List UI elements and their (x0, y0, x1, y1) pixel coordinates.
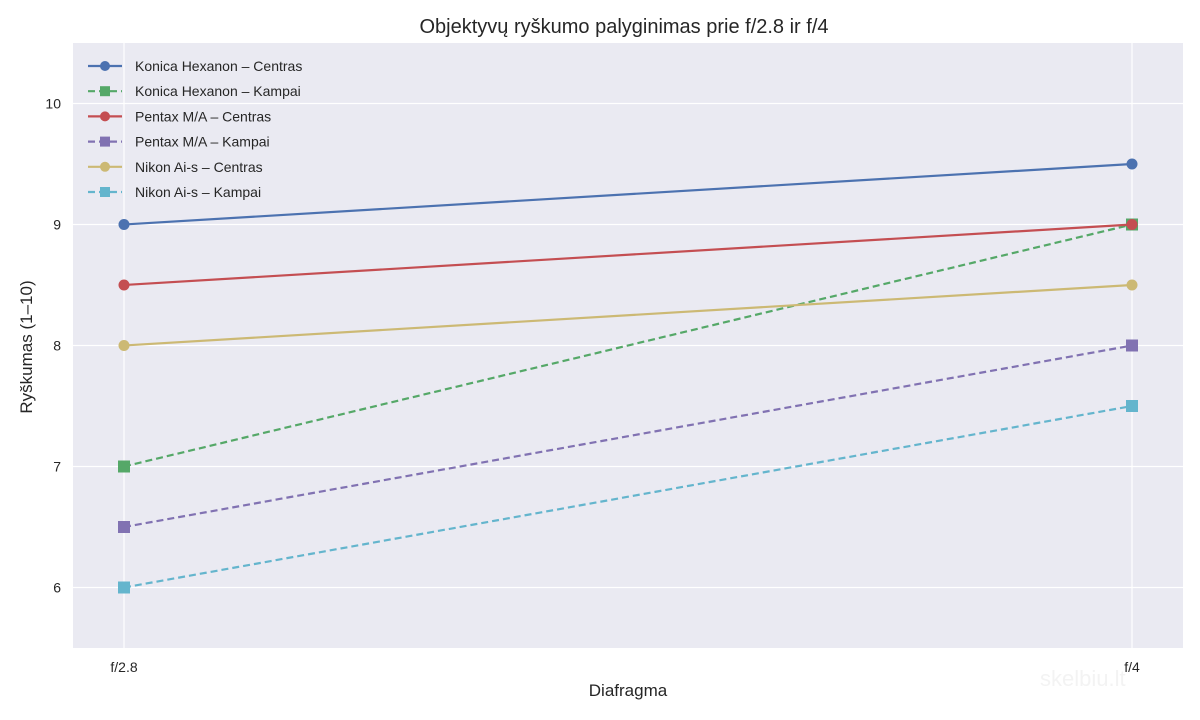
data-point (1126, 400, 1138, 412)
legend-marker (100, 61, 110, 71)
y-tick-label: 6 (53, 580, 61, 596)
tick-labels: 6 7 8 9 10 f/2.8 f/4 (45, 96, 1140, 676)
legend-label: Konica Hexanon – Centras (135, 58, 302, 74)
data-point (1126, 158, 1138, 170)
x-tick-label: f/2.8 (110, 659, 137, 675)
legend-entry: Nikon Ai-s – Centras (88, 159, 263, 175)
legend-marker (100, 111, 110, 122)
series-line (123, 223, 1133, 287)
x-axis-label: Diafragma (589, 681, 668, 700)
legend-label: Nikon Ai-s – Kampai (135, 184, 261, 200)
x-tick-label: f/4 (1124, 659, 1140, 675)
data-point (1126, 339, 1138, 352)
y-tick-label: 7 (53, 459, 61, 475)
legend-entry: Konica Hexanon – Centras (88, 58, 302, 74)
legend-entry: Pentax M/A – Kampai (88, 134, 270, 150)
series-line (123, 162, 1133, 226)
y-tick-label: 8 (53, 338, 61, 354)
legend-label: Nikon Ai-s – Centras (135, 159, 263, 175)
data-point (1126, 279, 1138, 291)
legend-entry: Nikon Ai-s – Kampai (88, 184, 261, 200)
legend-marker (100, 136, 110, 147)
data-point (1126, 219, 1138, 230)
data-point (118, 219, 130, 230)
legend-label: Pentax M/A – Centras (135, 108, 271, 124)
legend-marker (100, 161, 110, 172)
series-line (123, 283, 1133, 347)
series-group (118, 158, 1138, 230)
data-point (118, 521, 130, 533)
series-line (123, 223, 1133, 468)
series-group (118, 400, 1138, 594)
y-tick-label: 9 (53, 217, 61, 233)
series-line (123, 404, 1133, 589)
legend-entry: Konica Hexanon – Kampai (88, 83, 301, 99)
y-axis-label: Ryškumas (1–10) (17, 280, 36, 413)
data-point (118, 279, 130, 291)
y-tick-label: 10 (45, 96, 61, 112)
chart-title: Objektyvų ryškumo palyginimas prie f/2.8… (419, 16, 828, 38)
data-point (118, 460, 130, 473)
data-point (118, 340, 130, 351)
legend-marker (100, 86, 110, 97)
watermark: skelbiu.lt (1040, 666, 1126, 691)
data-point (118, 581, 130, 594)
series-line (123, 344, 1133, 529)
legend-label: Konica Hexanon – Kampai (135, 83, 301, 99)
series-group (118, 279, 1138, 351)
series-group (118, 219, 1138, 291)
legend-marker (100, 187, 110, 197)
legend: Konica Hexanon – Centras Konica Hexanon –… (88, 58, 302, 200)
legend-label: Pentax M/A – Kampai (135, 134, 270, 150)
series-layer (118, 158, 1138, 594)
legend-entry: Pentax M/A – Centras (88, 108, 271, 124)
series-group (118, 339, 1138, 533)
